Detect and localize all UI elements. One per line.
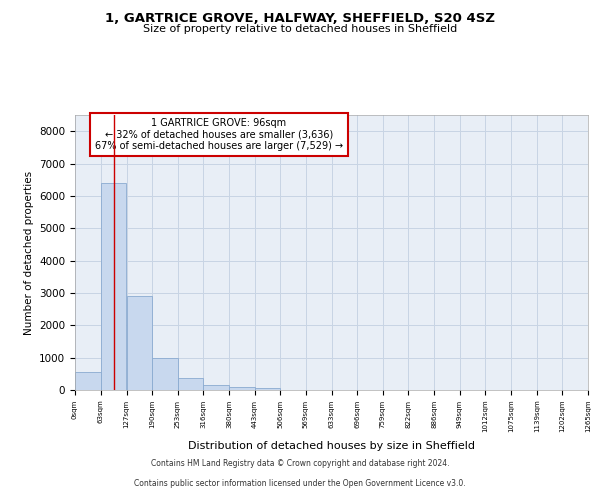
Bar	[254, 388, 280, 390]
Text: Contains HM Land Registry data © Crown copyright and database right 2024.: Contains HM Land Registry data © Crown c…	[151, 458, 449, 468]
Bar	[152, 358, 178, 390]
Text: 1 GARTRICE GROVE: 96sqm
← 32% of detached houses are smaller (3,636)
67% of semi: 1 GARTRICE GROVE: 96sqm ← 32% of detache…	[95, 118, 343, 151]
X-axis label: Distribution of detached houses by size in Sheffield: Distribution of detached houses by size …	[188, 441, 475, 451]
Bar	[101, 183, 126, 390]
Bar	[178, 378, 203, 390]
Bar	[127, 296, 152, 390]
Y-axis label: Number of detached properties: Number of detached properties	[23, 170, 34, 334]
Text: Contains public sector information licensed under the Open Government Licence v3: Contains public sector information licen…	[134, 478, 466, 488]
Text: 1, GARTRICE GROVE, HALFWAY, SHEFFIELD, S20 4SZ: 1, GARTRICE GROVE, HALFWAY, SHEFFIELD, S…	[105, 12, 495, 26]
Bar	[229, 387, 254, 390]
Bar	[203, 385, 229, 390]
Bar	[75, 372, 101, 390]
Text: Size of property relative to detached houses in Sheffield: Size of property relative to detached ho…	[143, 24, 457, 34]
